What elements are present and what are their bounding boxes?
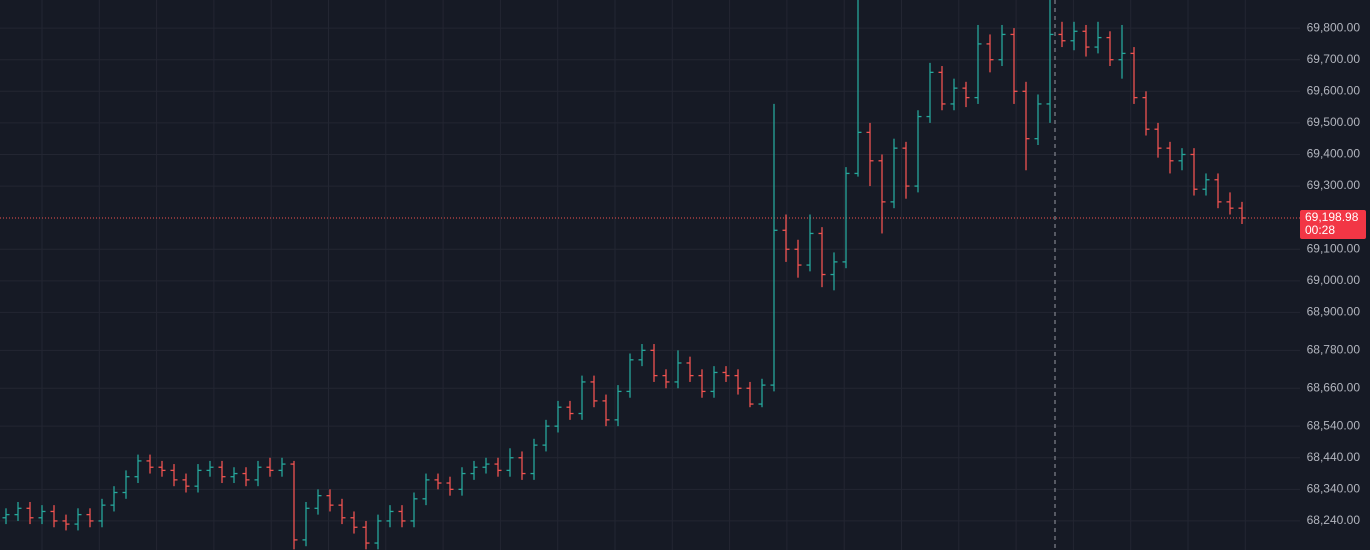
last-price-label: 69,198.98: [1305, 210, 1359, 224]
bars: [2, 0, 1246, 550]
y-tick-label: 68,440.00: [1307, 450, 1361, 464]
price-axis: 68,240.00 68,340.00 68,440.00 68,540.00 68,6…: [1300, 20, 1366, 527]
y-tick-label: 69,800.00: [1307, 20, 1361, 34]
y-tick-label: 68,540.00: [1307, 418, 1361, 432]
y-tick-label: 69,500.00: [1307, 115, 1361, 129]
y-tick-label: 68,660.00: [1307, 380, 1361, 394]
y-tick-label: 68,780.00: [1307, 343, 1361, 357]
y-tick-label: 68,900.00: [1307, 305, 1361, 319]
last-price-box: [1300, 209, 1366, 239]
y-tick-label: 68,240.00: [1307, 513, 1361, 527]
y-tick-label: 68,340.00: [1307, 482, 1361, 496]
countdown-label: 00:28: [1305, 223, 1335, 237]
y-tick-label: 69,000.00: [1307, 273, 1361, 287]
y-tick-label: 69,100.00: [1307, 241, 1361, 255]
y-tick-label: 69,700.00: [1307, 52, 1361, 66]
y-tick-label: 69,600.00: [1307, 83, 1361, 97]
grid: [0, 0, 1300, 550]
y-tick-label: 69,400.00: [1307, 147, 1361, 161]
y-tick-label: 69,300.00: [1307, 178, 1361, 192]
